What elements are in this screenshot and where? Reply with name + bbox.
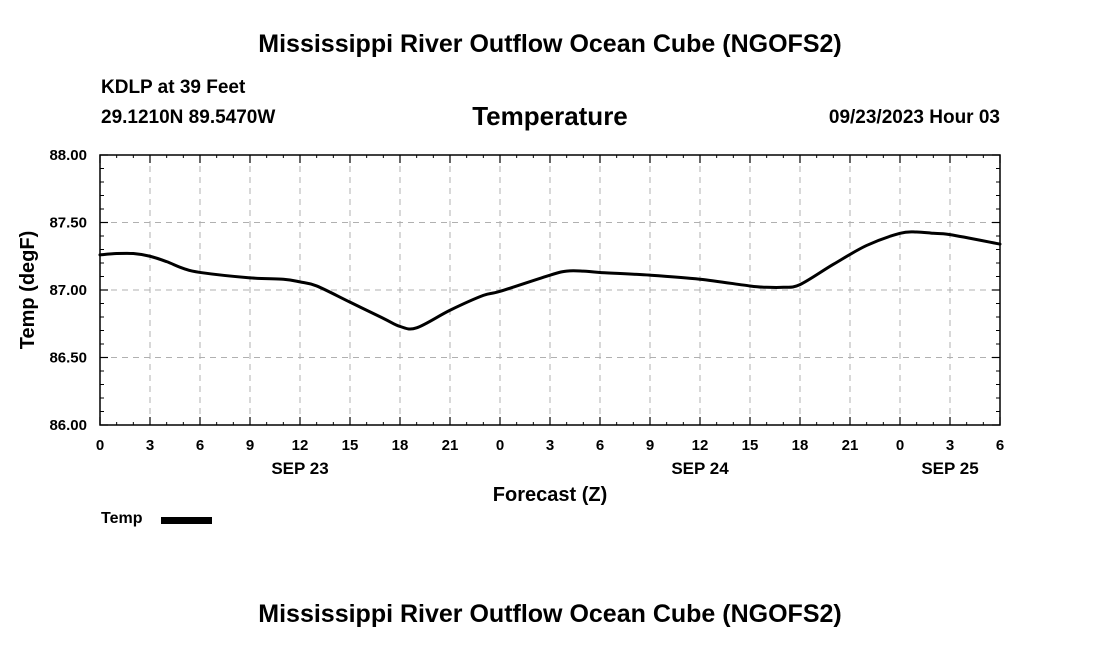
x-tick-label: 15 bbox=[342, 437, 359, 454]
y-tick-label: 86.00 bbox=[49, 417, 87, 434]
x-tick-label: 6 bbox=[996, 437, 1004, 454]
y-tick-label: 88.00 bbox=[49, 147, 87, 164]
station-label: KDLP at 39 Feet bbox=[101, 77, 246, 98]
x-tick-label: 18 bbox=[792, 437, 809, 454]
chart-main-title: Mississippi River Outflow Ocean Cube (NG… bbox=[258, 30, 842, 58]
variable-title: Temperature bbox=[472, 101, 628, 131]
x-date-label: SEP 23 bbox=[271, 459, 328, 478]
x-tick-label: 18 bbox=[392, 437, 409, 454]
x-tick-label: 21 bbox=[442, 437, 459, 454]
x-tick-label: 0 bbox=[496, 437, 504, 454]
forecast-datetime: 09/23/2023 Hour 03 bbox=[828, 107, 1000, 128]
x-tick-label: 6 bbox=[196, 437, 204, 454]
legend-swatch bbox=[161, 517, 212, 524]
x-axis-title: Forecast (Z) bbox=[493, 484, 607, 506]
x-tick-label: 9 bbox=[646, 437, 654, 454]
x-date-label: SEP 25 bbox=[921, 459, 978, 478]
x-tick-label: 0 bbox=[96, 437, 104, 454]
x-tick-label: 3 bbox=[146, 437, 154, 454]
x-tick-label: 0 bbox=[896, 437, 904, 454]
x-tick-label: 3 bbox=[946, 437, 954, 454]
footer-title: Mississippi River Outflow Ocean Cube (NG… bbox=[258, 600, 842, 628]
x-tick-label: 12 bbox=[292, 437, 309, 454]
y-tick-label: 86.50 bbox=[49, 350, 87, 367]
station-coordinates: 29.1210N 89.5470W bbox=[101, 107, 276, 128]
y-axis-title: Temp (degF) bbox=[17, 231, 39, 350]
x-tick-label: 15 bbox=[742, 437, 759, 454]
x-tick-label: 9 bbox=[246, 437, 254, 454]
y-tick-label: 87.50 bbox=[49, 215, 87, 232]
legend-label: Temp bbox=[101, 510, 143, 527]
x-tick-label: 21 bbox=[842, 437, 859, 454]
x-date-label: SEP 24 bbox=[671, 459, 729, 478]
series-line-temp bbox=[98, 230, 1002, 331]
x-tick-label: 6 bbox=[596, 437, 604, 454]
x-tick-label: 3 bbox=[546, 437, 554, 454]
x-tick-label: 12 bbox=[692, 437, 709, 454]
y-tick-label: 87.00 bbox=[49, 282, 87, 299]
